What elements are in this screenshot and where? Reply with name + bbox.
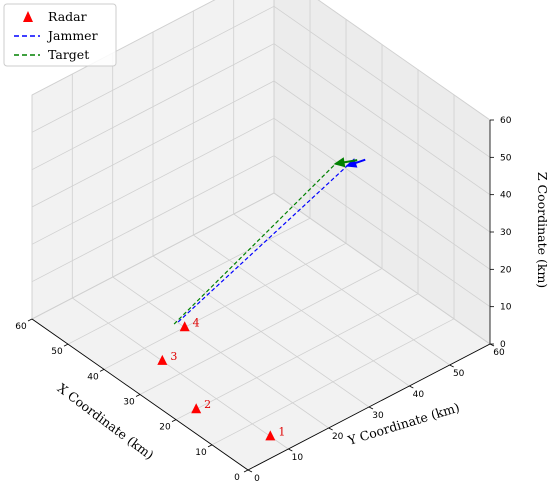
z-axis-label: Z Coordinate (km): [535, 172, 550, 288]
radar-label: 1: [278, 425, 285, 438]
x-tick-label: 0: [234, 473, 240, 482]
y-tick-mark: [288, 448, 293, 452]
x-tick-label: 60: [15, 322, 27, 332]
legend-radar-marker: [23, 11, 33, 22]
z-tick-label: 40: [500, 191, 512, 201]
y-tick-label: 60: [493, 348, 505, 358]
y-tick-label: 40: [413, 390, 425, 400]
y-tick-mark: [409, 385, 414, 389]
z-grid-line: [31, 117, 491, 270]
y-tick-label: 0: [254, 474, 260, 482]
z-tick-label: 0: [500, 340, 506, 350]
y-tick-mark: [368, 406, 374, 410]
y-tick-label: 30: [372, 411, 384, 421]
y-tick-mark: [449, 364, 454, 368]
z-tick-label: 20: [500, 265, 512, 275]
legend-label-radar: Radar: [48, 9, 87, 24]
jammer-path: [177, 165, 348, 323]
z-tick-label: 30: [500, 228, 512, 238]
z-grid-line: [31, 155, 491, 308]
radar-label: 3: [170, 350, 177, 363]
x-tick-mark: [243, 469, 249, 473]
data-series: [173, 157, 366, 325]
radar-marker: [157, 354, 168, 365]
target-path: [173, 163, 337, 325]
x-tick-mark: [99, 368, 105, 372]
x-tick-label: 20: [159, 423, 171, 433]
x-tick-label: 10: [195, 448, 207, 458]
x-tick-mark: [171, 419, 177, 423]
x-tick-mark: [63, 343, 69, 347]
radar-markers: 1 2 3 4: [157, 316, 285, 441]
radar-label: 4: [193, 316, 200, 329]
legend-label-jammer: Jammer: [46, 28, 98, 43]
x-tick-mark: [207, 444, 213, 448]
z-grid-line: [31, 80, 491, 233]
z-tick-label: 10: [500, 303, 512, 313]
z-grid-line: [31, 192, 491, 345]
y-tick-label: 10: [292, 453, 304, 463]
y-tick-label: 20: [332, 432, 344, 442]
radar-marker: [191, 403, 202, 414]
z-tick-label: 60: [500, 116, 512, 126]
radar-label: 2: [204, 398, 211, 411]
target-arrow-head: [333, 157, 346, 168]
z-grid-line: [31, 5, 491, 158]
x-tick-label: 30: [123, 398, 135, 408]
radar-marker: [265, 430, 276, 441]
x-tick-mark: [27, 318, 33, 322]
x-tick-label: 40: [87, 372, 99, 382]
x-tick-mark: [135, 394, 141, 397]
z-tick-label: 50: [500, 153, 512, 163]
y-tick-mark: [328, 427, 333, 431]
legend-label-target: Target: [48, 47, 89, 62]
legend: Radar Jammer Target: [3, 3, 117, 67]
legend-box: [3, 3, 117, 67]
x-tick-label: 50: [51, 347, 63, 357]
radar-marker: [179, 321, 190, 332]
y-tick-label: 50: [453, 369, 465, 379]
y-tick-mark: [247, 469, 253, 473]
axis-lines: [27, 119, 495, 473]
z-grid-line: [31, 43, 491, 196]
